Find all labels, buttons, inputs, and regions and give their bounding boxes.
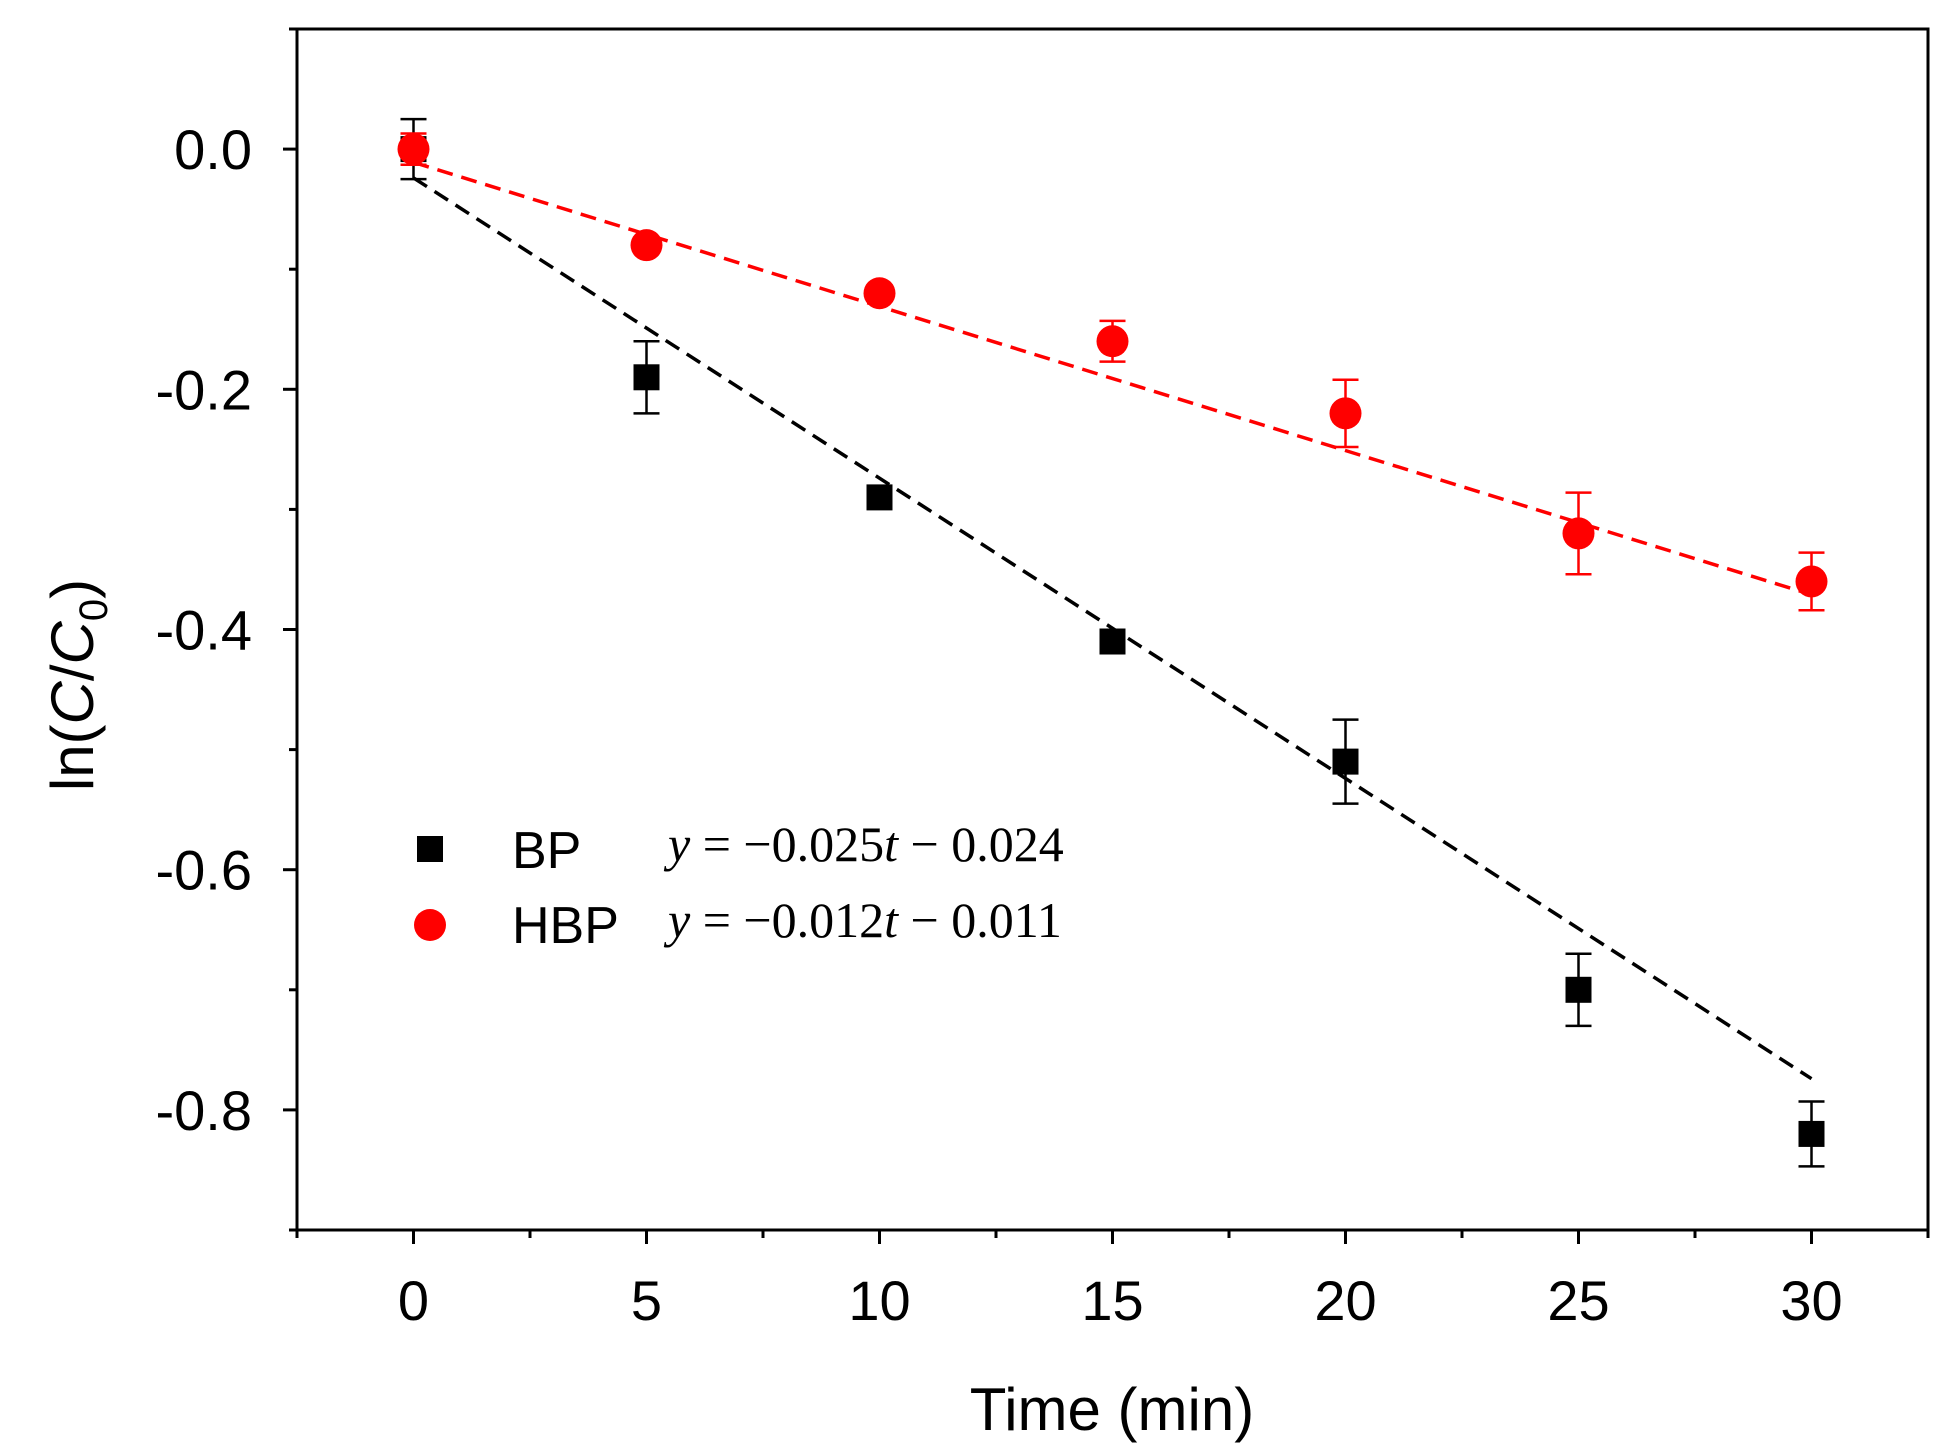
fit-line-hbp (412, 160, 1813, 597)
x-tick-label: 30 (1780, 1269, 1842, 1332)
fit-line-bp (412, 176, 1813, 1081)
data-point-bp (866, 484, 893, 511)
y-title-var1: C (39, 680, 106, 724)
equation-hbp-y: y (663, 892, 691, 948)
data-point-bp (1099, 628, 1126, 655)
data-markers (397, 133, 1828, 1147)
y-title-subscript: 0 (72, 599, 116, 621)
y-title-var2: C (39, 620, 106, 664)
legend-label-hbp: HBP (512, 897, 619, 955)
fit-lines (412, 160, 1813, 1081)
x-axis-title: Time (min) (970, 1376, 1254, 1443)
equation-hbp: y = −0.012t − 0.011 (663, 892, 1062, 948)
data-point-hbp (1329, 397, 1362, 430)
x-tick-label: 5 (631, 1269, 662, 1332)
data-point-bp (1332, 748, 1359, 775)
y-axis-title: ln(C/C0) (39, 579, 116, 791)
y-title-suffix: ) (39, 579, 106, 599)
data-point-hbp (1795, 565, 1828, 598)
y-title-prefix: ln( (39, 724, 106, 791)
x-tick-label: 20 (1314, 1269, 1376, 1332)
y-tick-label: 0.0 (174, 118, 252, 181)
data-point-bp (1565, 976, 1592, 1003)
legend: BP y = −0.025t − 0.024 HBP y = −0.012t −… (414, 816, 1064, 955)
y-tick-label: -0.6 (156, 839, 253, 902)
x-tick-label: 25 (1547, 1269, 1609, 1332)
x-tick-label: 15 (1081, 1269, 1143, 1332)
equation-bp-intercept: − 0.024 (898, 816, 1064, 872)
equation-bp: y = −0.025t − 0.024 (663, 816, 1064, 872)
equation-hbp-t: t (884, 892, 899, 948)
y-tick-label: -0.8 (156, 1079, 253, 1142)
data-point-hbp (630, 229, 663, 262)
y-tick-label: -0.4 (156, 599, 253, 662)
data-point-hbp (397, 133, 430, 166)
equation-hbp-intercept: − 0.011 (898, 892, 1062, 948)
data-point-hbp (1562, 517, 1595, 550)
equation-bp-y: y (663, 816, 691, 872)
data-point-hbp (863, 277, 896, 310)
x-tick-label: 10 (848, 1269, 910, 1332)
equation-bp-coef: = −0.025 (690, 816, 884, 872)
data-point-bp (633, 364, 660, 391)
axis-ticks: 0 5 10 15 20 25 30 0.0 -0.2 -0.4 -0.6 -0.8 (156, 27, 1930, 1332)
y-title-sep: / (39, 664, 106, 681)
data-point-hbp (1096, 325, 1129, 358)
equation-hbp-coef: = −0.012 (690, 892, 884, 948)
x-tick-label: 0 (398, 1269, 429, 1332)
legend-label-bp: BP (512, 822, 581, 880)
data-point-bp (1798, 1120, 1825, 1147)
legend-marker-hbp (414, 909, 446, 941)
y-tick-label: -0.2 (156, 358, 253, 421)
legend-marker-bp (417, 836, 443, 862)
equation-bp-t: t (884, 816, 899, 872)
